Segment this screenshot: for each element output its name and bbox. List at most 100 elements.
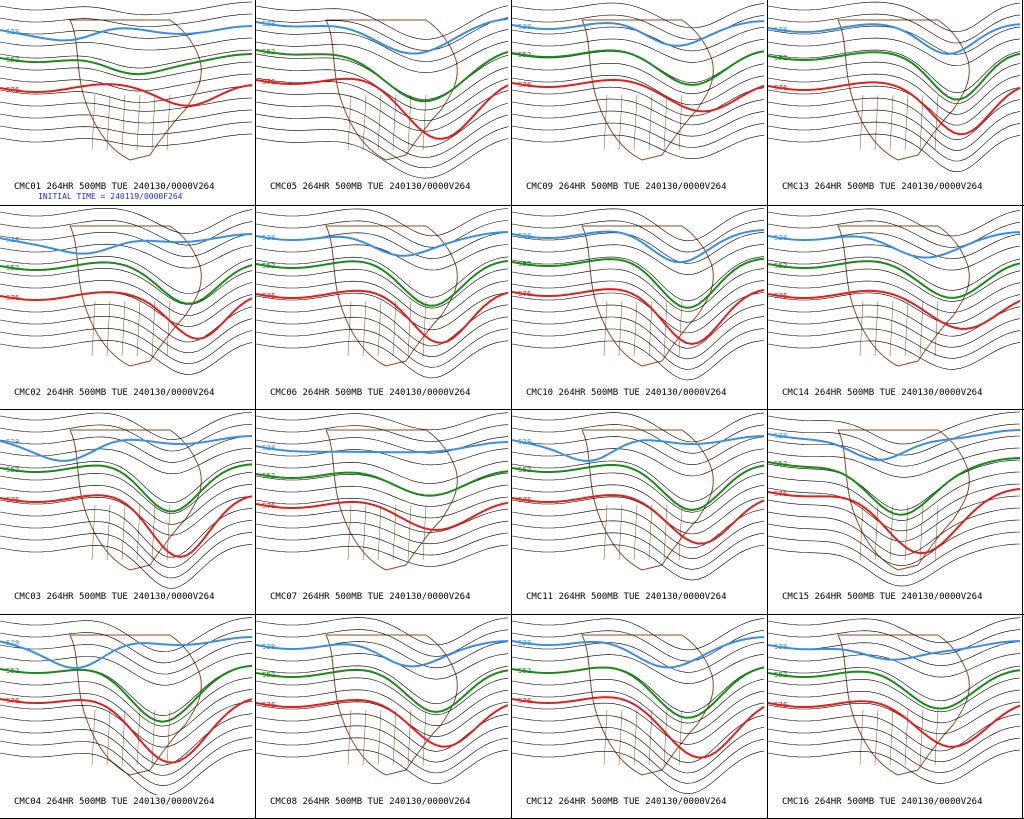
key-contour-552 [768, 457, 1021, 516]
height-contour [256, 244, 509, 271]
state-boundary [618, 504, 623, 561]
height-contour [512, 75, 765, 106]
height-contour [768, 617, 1021, 644]
height-contour [256, 220, 509, 248]
height-contour [512, 340, 765, 381]
state-boundary [603, 504, 608, 561]
panel-cmc16: 528 552 576 CMC16 264HR 500MB TUE 240130/0… [768, 615, 1022, 818]
contour-label: 552 [774, 54, 787, 62]
contour-label: 552 [6, 466, 19, 474]
contour-map: 528 552 576 [256, 617, 509, 785]
height-contour [768, 531, 1021, 577]
height-contour [256, 340, 509, 379]
contour-label: 552 [6, 667, 19, 675]
height-contour [0, 520, 253, 568]
height-contour [768, 1, 1021, 32]
panel-caption: CMC12 264HR 500MB TUE 240130/0000V264 [526, 797, 727, 807]
height-contour [256, 508, 509, 533]
contour-map: 528 552 576 [768, 411, 1021, 587]
height-contour [256, 137, 509, 179]
height-contour [768, 507, 1021, 556]
height-contour [512, 484, 765, 524]
contour-label: 528 [774, 26, 787, 34]
contour-label: 576 [262, 78, 276, 86]
height-contour [768, 713, 1021, 752]
panel-cmc12: 528 552 576 CMC12 264HR 500MB TUE 240130/0… [512, 615, 766, 818]
contour-map: 528 552 576 [768, 617, 1021, 784]
height-contour [768, 328, 1021, 359]
height-contour [512, 280, 765, 323]
panel-cmc03: 528 552 576 CMC03 264HR 500MB TUE 240130/0… [0, 410, 254, 613]
key-contour-528 [256, 441, 509, 454]
height-contour [512, 292, 765, 334]
state-boundary [859, 300, 864, 357]
height-contour [768, 725, 1021, 763]
height-contour [768, 220, 1021, 248]
height-contour [512, 508, 765, 549]
height-contour [0, 328, 253, 364]
state-boundary [904, 300, 909, 357]
height-contour [512, 110, 765, 137]
height-contour [768, 495, 1021, 542]
state-boundary [166, 300, 171, 357]
height-contour [512, 750, 765, 795]
height-contour [512, 460, 765, 502]
key-contour-552 [512, 257, 765, 309]
height-contour [0, 484, 253, 525]
panel-caption: CMC08 264HR 500MB TUE 240130/0000V264 [270, 797, 471, 807]
height-contour [256, 280, 509, 320]
height-contour [0, 1, 253, 16]
height-contour [512, 520, 765, 560]
key-contour-552 [0, 53, 253, 76]
state-boundary [377, 300, 382, 357]
state-boundary [663, 504, 668, 561]
contour-map: 528 552 576 [0, 1, 253, 161]
contour-label: 552 [774, 671, 787, 679]
state-boundary [919, 504, 924, 561]
key-contour-528 [768, 640, 1021, 661]
state-boundary [603, 94, 608, 151]
contour-map: 528 552 576 [512, 412, 765, 581]
contour-label: 528 [774, 432, 787, 440]
key-contour-528 [768, 429, 1021, 461]
height-contour [0, 435, 253, 463]
height-contour [0, 49, 253, 69]
height-contour [256, 617, 509, 646]
panel-caption: CMC01 264HR 500MB TUE 240130/0000V264 [14, 182, 215, 192]
key-contour-552 [256, 470, 509, 497]
state-boundary [166, 94, 171, 151]
state-boundary [874, 709, 879, 766]
contour-label: 528 [518, 232, 531, 240]
panel-cmc04: 528 552 576 CMC04 264HR 500MB TUE 240130/0… [0, 615, 254, 818]
height-contour [256, 436, 509, 454]
height-contour [512, 244, 765, 275]
contour-label: 528 [6, 438, 19, 446]
coastline [581, 429, 714, 571]
height-contour [256, 496, 509, 519]
height-contour [0, 220, 253, 246]
contour-label: 528 [262, 444, 275, 452]
key-contour-528 [512, 229, 765, 264]
state-boundary [121, 504, 126, 561]
height-contour [0, 749, 253, 795]
key-contour-528 [768, 23, 1021, 56]
height-contour [512, 738, 765, 784]
state-boundary [678, 94, 683, 151]
height-contour [768, 292, 1021, 324]
panel-caption: CMC10 264HR 500MB TUE 240130/0000V264 [526, 388, 727, 398]
height-contour [768, 749, 1021, 784]
height-contour [768, 268, 1021, 302]
state-boundary [136, 504, 141, 561]
state-boundary [618, 300, 623, 357]
height-contour [768, 543, 1021, 587]
height-contour [0, 423, 253, 452]
height-contour [512, 472, 765, 513]
height-contour [512, 532, 765, 570]
height-contour [768, 109, 1021, 151]
state-boundary [347, 300, 352, 357]
state-boundary [919, 709, 924, 766]
state-boundary [889, 709, 894, 766]
height-contour [256, 532, 509, 556]
coastline [581, 19, 714, 161]
